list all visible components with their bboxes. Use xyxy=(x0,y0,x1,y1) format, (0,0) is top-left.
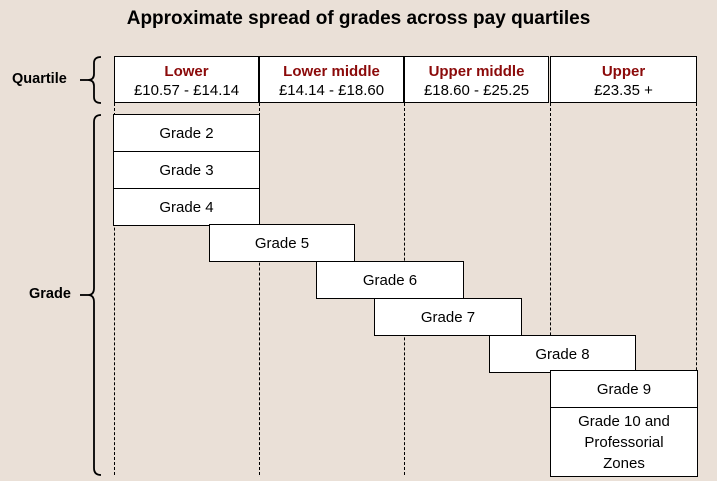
quartile-name: Upper xyxy=(601,63,646,80)
grade-box-9: Grade 9 xyxy=(550,370,698,408)
quartile-range: £10.57 - £14.14 xyxy=(133,82,240,99)
quartile-name: Upper middle xyxy=(428,63,525,80)
quartile-bracket xyxy=(87,56,102,104)
diagram-title: Approximate spread of grades across pay … xyxy=(126,8,591,29)
grade-box-4: Grade 4 xyxy=(113,188,260,226)
grade-box-2: Grade 2 xyxy=(113,114,260,152)
grade-box-3: Grade 3 xyxy=(113,151,260,189)
grade-bracket xyxy=(87,114,102,476)
grade-label: Grade 7 xyxy=(420,308,476,326)
grade-label: Grade 8 xyxy=(535,345,590,363)
column-divider xyxy=(114,103,115,475)
column-divider xyxy=(259,103,260,475)
grade-label: Grade 6 xyxy=(362,271,418,289)
quartile-cell-lower: Lower £10.57 - £14.14 xyxy=(114,56,259,103)
quartile-name: Lower xyxy=(164,63,209,80)
quartile-range: £23.35 + xyxy=(594,82,653,99)
grade-box-5: Grade 5 xyxy=(209,224,355,262)
column-divider xyxy=(550,103,551,475)
grade-row-label: Grade xyxy=(29,286,71,302)
quartile-cell-upper-middle: Upper middle £18.60 - £25.25 xyxy=(404,56,549,103)
grade-box-7: Grade 7 xyxy=(374,298,522,336)
grade-label: Grade 4 xyxy=(159,198,214,216)
quartile-range: £18.60 - £25.25 xyxy=(423,82,530,99)
column-divider xyxy=(696,103,697,475)
grade-label: Grade 9 xyxy=(596,380,652,398)
grade-label: Grade 10 and Professorial Zones xyxy=(578,412,670,472)
row-brackets xyxy=(80,56,102,476)
quartile-cell-lower-middle: Lower middle £14.14 - £18.60 xyxy=(259,56,404,103)
grade-label: Grade 5 xyxy=(254,234,310,252)
quartile-row-label: Quartile xyxy=(12,71,67,87)
grade-box-6: Grade 6 xyxy=(316,261,464,299)
grade-label: Grade 2 xyxy=(159,124,214,142)
grade-box-8: Grade 8 xyxy=(489,335,636,373)
grade-box-10-professorial: Grade 10 and Professorial Zones xyxy=(550,407,698,477)
grade-label: Grade 3 xyxy=(159,161,214,179)
quartile-range: £14.14 - £18.60 xyxy=(278,82,385,99)
quartile-cell-upper: Upper £23.35 + xyxy=(550,56,697,103)
quartile-name: Lower middle xyxy=(283,63,380,80)
